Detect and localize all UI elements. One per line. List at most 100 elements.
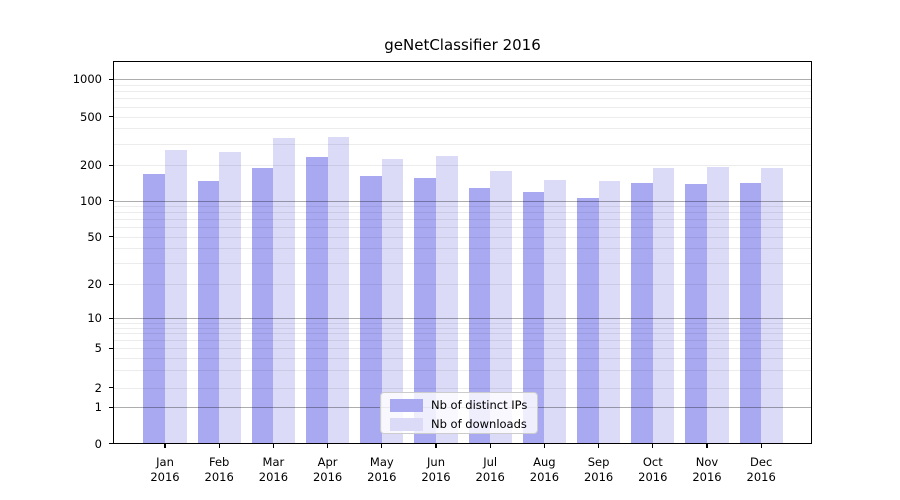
bar-distinct-ips-apr — [305, 156, 328, 444]
bar-downloads-jun — [436, 156, 458, 444]
x-tick-label: Jul 2016 — [475, 455, 505, 484]
chart-title: geNetClassifier 2016 — [384, 36, 541, 54]
bar-distinct-ips-mar — [251, 167, 274, 444]
gridline-minor — [114, 116, 811, 118]
legend-label-downloads: Nb of downloads — [431, 417, 527, 431]
bars-layer — [114, 62, 811, 444]
bar-downloads-may — [381, 158, 404, 444]
gridline-minor — [114, 84, 811, 86]
gridline-minor — [114, 322, 811, 324]
y-tick-label: 20 — [87, 277, 102, 291]
gridline-major — [114, 79, 811, 80]
x-tick-mark — [598, 443, 600, 448]
x-tick-label: Oct 2016 — [638, 455, 668, 484]
gridline-minor — [114, 165, 811, 166]
gridline-minor — [114, 143, 811, 145]
bar-downloads-jan — [165, 149, 187, 444]
x-tick-mark — [435, 443, 437, 448]
gridline-minor — [114, 212, 811, 214]
x-tick-mark — [760, 443, 762, 448]
bar-distinct-ips-sep — [576, 198, 599, 444]
y-tick-label: 50 — [87, 229, 102, 244]
bar-distinct-ips-aug — [522, 191, 545, 444]
y-tick-mark — [109, 347, 113, 349]
bar-downloads-feb — [219, 151, 241, 444]
gridline-minor — [114, 333, 811, 335]
x-tick-label: Jan 2016 — [150, 455, 180, 484]
gridline-minor — [114, 387, 811, 389]
x-tick-mark — [381, 443, 383, 448]
y-tick-label: 500 — [80, 109, 102, 124]
x-tick-label: Jun 2016 — [421, 455, 451, 484]
gridline-minor — [114, 227, 811, 229]
x-tick-label: May 2016 — [367, 455, 397, 484]
bar-downloads-jul — [490, 170, 512, 444]
x-tick-mark — [272, 443, 274, 448]
bar-distinct-ips-jan — [143, 174, 165, 444]
x-tick-label: Aug 2016 — [529, 455, 560, 484]
gridline-minor — [114, 128, 811, 130]
bar-downloads-sep — [598, 181, 621, 444]
gridline-minor — [114, 91, 811, 93]
bar-distinct-ips-feb — [197, 180, 220, 444]
y-tick-label: 1000 — [72, 72, 102, 86]
y-tick-label: 200 — [80, 158, 102, 172]
y-tick-label: 0 — [94, 436, 102, 451]
y-tick-mark — [109, 200, 113, 201]
bar-downloads-dec — [761, 168, 783, 444]
y-tick-label: 2 — [94, 380, 102, 395]
x-tick-label: Nov 2016 — [692, 455, 722, 484]
gridline-minor — [114, 348, 811, 349]
gridline-minor — [114, 236, 811, 238]
legend-swatch-distinct-ips — [390, 399, 423, 412]
gridline-minor — [114, 248, 811, 250]
x-tick-mark — [706, 443, 708, 448]
gridline-minor — [114, 327, 811, 329]
gridline-minor — [114, 284, 811, 285]
legend-item-distinct-ips: Nb of distinct IPs — [390, 397, 537, 414]
bar-distinct-ips-jul — [468, 187, 491, 444]
gridline-major — [114, 318, 811, 319]
gridline-minor — [114, 219, 811, 221]
gridline-minor — [114, 357, 811, 359]
x-tick-mark — [218, 443, 220, 448]
gridline-minor — [114, 263, 811, 265]
y-tick-mark — [109, 116, 113, 118]
bar-distinct-ips-dec — [739, 182, 762, 444]
x-tick-mark — [164, 443, 166, 448]
y-tick-label: 10 — [87, 311, 102, 325]
y-tick-mark — [109, 443, 113, 444]
y-tick-mark — [109, 283, 113, 285]
gridlines-layer — [114, 62, 811, 443]
bar-downloads-mar — [273, 137, 296, 444]
bar-distinct-ips-jun — [414, 178, 436, 444]
x-tick-label: Dec 2016 — [746, 455, 776, 484]
bar-downloads-oct — [652, 167, 675, 444]
bar-distinct-ips-may — [360, 175, 382, 444]
bar-distinct-ips-nov — [685, 184, 707, 444]
legend-item-downloads: Nb of downloads — [390, 416, 537, 433]
y-tick-mark — [109, 387, 113, 388]
legend-label-distinct-ips: Nb of distinct IPs — [431, 398, 528, 412]
x-tick-label: Mar 2016 — [258, 455, 289, 484]
gridline-minor — [114, 340, 811, 342]
legend-swatch-downloads — [390, 418, 423, 431]
y-tick-mark — [109, 78, 113, 80]
x-tick-label: Sep 2016 — [583, 455, 614, 484]
gridline-minor — [114, 370, 811, 372]
gridline-minor — [114, 98, 811, 100]
gridline-major — [114, 200, 811, 202]
y-tick-mark — [109, 236, 113, 238]
plot-area: Nb of distinct IPs Nb of downloads — [113, 61, 812, 444]
y-tick-label: 100 — [80, 193, 102, 208]
y-tick-mark — [109, 164, 113, 166]
x-tick-mark — [652, 443, 654, 448]
x-tick-mark — [327, 443, 329, 448]
y-tick-label: 1 — [94, 400, 102, 414]
x-tick-mark — [543, 443, 545, 448]
y-tick-mark — [109, 317, 113, 319]
bar-downloads-nov — [707, 167, 729, 444]
y-tick-mark — [109, 406, 113, 408]
x-tick-label: Feb 2016 — [204, 455, 234, 484]
